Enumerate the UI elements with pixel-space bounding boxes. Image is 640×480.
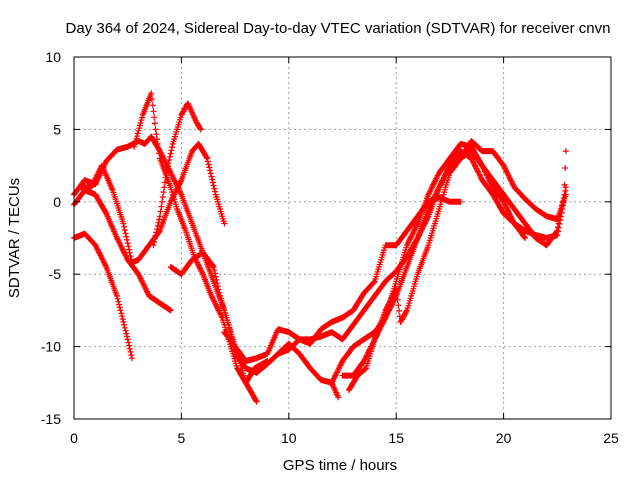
satellite-track-1: [71, 231, 135, 362]
satellite-track-9: [275, 148, 569, 357]
satellite-track-3: [71, 187, 174, 313]
x-tick-label: 5: [178, 430, 186, 446]
y-tick-label: -15: [41, 411, 61, 427]
x-tick-label: 0: [70, 430, 78, 446]
series-markers: [71, 231, 135, 362]
x-tick-labels: 0 5 10 15 20 25: [70, 430, 619, 446]
x-tick-label: 10: [281, 430, 297, 446]
y-tick-label: 5: [53, 121, 61, 137]
series-markers: [275, 148, 569, 357]
satellite-track-7: [168, 250, 342, 401]
y-tick-label: -10: [41, 339, 61, 355]
y-tick-label: 0: [53, 194, 61, 210]
data-series: [71, 90, 569, 404]
x-axis-title: GPS time / hours: [283, 457, 397, 474]
series-markers: [340, 141, 529, 379]
sdtvar-chart: 0 5 10 15 20 25 -15 -10 -5 0 5 10 Day 364 of 2024,…: [0, 0, 640, 480]
y-tick-labels: -15 -10 -5 0 5 10: [41, 49, 61, 427]
series-markers: [346, 148, 569, 393]
satellite-track-12: [346, 148, 569, 393]
series-markers: [168, 250, 342, 401]
x-tick-label: 25: [603, 430, 619, 446]
series-markers: [71, 187, 174, 313]
chart-title: Day 364 of 2024, Sidereal Day-to-day VTE…: [66, 20, 611, 37]
x-tick-label: 20: [496, 430, 512, 446]
y-tick-label: 10: [45, 49, 61, 65]
y-tick-label: -5: [49, 266, 62, 282]
y-axis-title: SDTVAR / TECUs: [6, 178, 23, 298]
x-tick-label: 15: [388, 430, 404, 446]
satellite-track-11: [340, 141, 529, 379]
